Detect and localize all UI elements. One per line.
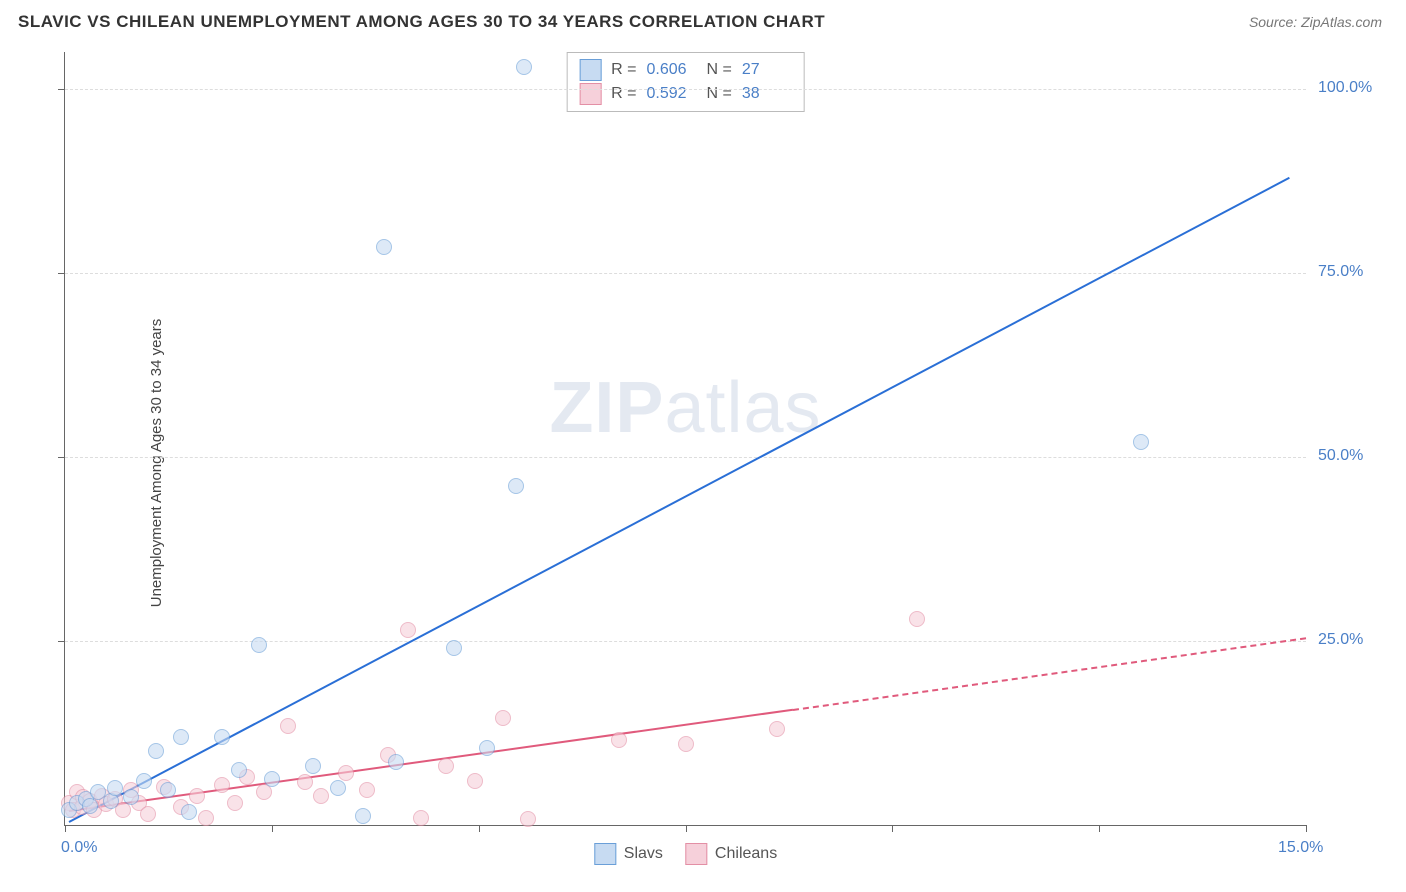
r-label: R = xyxy=(611,58,636,82)
data-point xyxy=(227,795,243,811)
watermark-zip: ZIP xyxy=(549,368,664,448)
data-point xyxy=(479,740,495,756)
data-point xyxy=(330,780,346,796)
data-point xyxy=(181,804,197,820)
data-point xyxy=(355,808,371,824)
y-tick xyxy=(58,641,65,642)
data-point xyxy=(82,798,98,814)
data-point xyxy=(107,780,123,796)
x-tick xyxy=(479,825,480,832)
data-point xyxy=(1133,434,1149,450)
y-tick xyxy=(58,89,65,90)
data-point xyxy=(214,777,230,793)
data-point xyxy=(678,736,694,752)
data-point xyxy=(264,771,280,787)
x-tick-label: 0.0% xyxy=(61,839,97,857)
n-label-2: N = xyxy=(707,82,732,106)
stats-legend: R = 0.606 N = 27 R = 0.592 N = 38 xyxy=(566,52,805,112)
x-tick xyxy=(272,825,273,832)
trend-line xyxy=(69,709,793,812)
data-point xyxy=(359,782,375,798)
legend-item-slavs: Slavs xyxy=(594,843,663,865)
data-point xyxy=(909,611,925,627)
data-point xyxy=(189,788,205,804)
data-point xyxy=(160,782,176,798)
source-label: Source: ZipAtlas.com xyxy=(1249,14,1382,30)
data-point xyxy=(140,806,156,822)
r-value-chileans: 0.592 xyxy=(647,82,697,106)
data-point xyxy=(520,811,536,827)
swatch-slavs xyxy=(579,59,601,81)
data-point xyxy=(214,729,230,745)
gridline xyxy=(65,89,1306,90)
data-point xyxy=(388,754,404,770)
plot-area: ZIPatlas R = 0.606 N = 27 R = 0.592 N = … xyxy=(64,52,1306,826)
n-label: N = xyxy=(707,58,732,82)
legend-item-chileans: Chileans xyxy=(685,843,777,865)
stats-row-slavs: R = 0.606 N = 27 xyxy=(579,58,792,82)
swatch-chileans xyxy=(579,83,601,105)
x-tick-label: 15.0% xyxy=(1278,839,1323,857)
series-legend: Slavs Chileans xyxy=(594,843,777,865)
legend-label-slavs: Slavs xyxy=(624,845,663,863)
data-point xyxy=(446,640,462,656)
data-point xyxy=(400,622,416,638)
y-tick-label: 100.0% xyxy=(1318,79,1372,97)
data-point xyxy=(438,758,454,774)
y-tick xyxy=(58,457,65,458)
data-point xyxy=(148,743,164,759)
y-tick xyxy=(58,273,65,274)
data-point xyxy=(338,765,354,781)
data-point xyxy=(123,789,139,805)
data-point xyxy=(198,810,214,826)
data-point xyxy=(313,788,329,804)
data-point xyxy=(508,478,524,494)
data-point xyxy=(280,718,296,734)
data-point xyxy=(413,810,429,826)
r-value-slavs: 0.606 xyxy=(647,58,697,82)
chart-container: Unemployment Among Ages 30 to 34 years Z… xyxy=(18,44,1396,882)
data-point xyxy=(231,762,247,778)
data-point xyxy=(297,774,313,790)
data-point xyxy=(769,721,785,737)
x-tick xyxy=(1099,825,1100,832)
data-point xyxy=(173,729,189,745)
y-tick-label: 50.0% xyxy=(1318,447,1363,465)
x-tick xyxy=(65,825,66,832)
data-point xyxy=(136,773,152,789)
data-point xyxy=(305,758,321,774)
trend-line xyxy=(793,637,1306,711)
data-point xyxy=(251,637,267,653)
n-value-chileans: 38 xyxy=(742,82,792,106)
r-label-2: R = xyxy=(611,82,636,106)
x-tick xyxy=(892,825,893,832)
legend-label-chileans: Chileans xyxy=(715,845,777,863)
n-value-slavs: 27 xyxy=(742,58,792,82)
data-point xyxy=(516,59,532,75)
gridline xyxy=(65,273,1306,274)
chart-title: SLAVIC VS CHILEAN UNEMPLOYMENT AMONG AGE… xyxy=(18,12,825,32)
data-point xyxy=(376,239,392,255)
watermark: ZIPatlas xyxy=(549,367,821,449)
x-tick xyxy=(1306,825,1307,832)
gridline xyxy=(65,457,1306,458)
y-tick-label: 75.0% xyxy=(1318,263,1363,281)
swatch-slavs-2 xyxy=(594,843,616,865)
data-point xyxy=(467,773,483,789)
swatch-chileans-2 xyxy=(685,843,707,865)
data-point xyxy=(495,710,511,726)
x-tick xyxy=(686,825,687,832)
stats-row-chileans: R = 0.592 N = 38 xyxy=(579,82,792,106)
y-tick-label: 25.0% xyxy=(1318,631,1363,649)
data-point xyxy=(611,732,627,748)
